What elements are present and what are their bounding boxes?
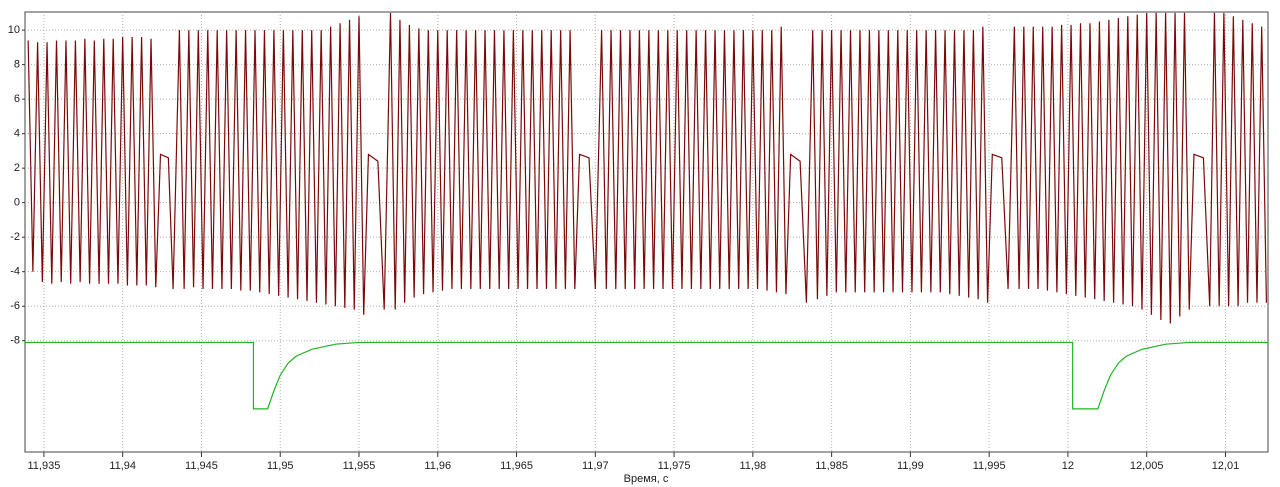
x-tick-label: 11,97 <box>582 460 609 472</box>
x-tick-label: 11,975 <box>658 460 691 472</box>
y-tick-label: 0 <box>14 197 20 209</box>
y-tick-label: 4 <box>14 128 20 140</box>
x-tick-label: 11,94 <box>109 460 136 472</box>
y-tick-label: -2 <box>10 231 20 243</box>
y-tick-label: -8 <box>10 335 20 347</box>
y-tick-label: 2 <box>14 162 20 174</box>
x-tick-label: 12,005 <box>1130 460 1164 472</box>
plot-lines <box>25 12 1268 410</box>
x-tick-label: 11,995 <box>973 460 1006 472</box>
x-tick-label: 11,945 <box>185 460 218 472</box>
x-tick-label: 11,96 <box>424 460 451 472</box>
x-tick-label: 11,98 <box>739 460 766 472</box>
x-tick-label: 12,01 <box>1212 460 1240 472</box>
x-tick-label: 11,985 <box>815 460 848 472</box>
x-tick-label: 11,935 <box>27 460 60 472</box>
series-line <box>25 341 1268 410</box>
x-tick-label: 12 <box>1062 460 1074 472</box>
x-tick-label: 11,955 <box>343 460 376 472</box>
y-tick-label: 8 <box>14 59 20 71</box>
x-tick-label: 11,99 <box>897 460 924 472</box>
y-tick-label: -4 <box>10 266 20 278</box>
x-axis-label: Время, с <box>624 473 669 485</box>
series-line <box>27 12 1268 324</box>
x-tick-label: 11,965 <box>500 460 533 472</box>
y-tick-label: 10 <box>8 24 20 36</box>
x-tick-label: 11,95 <box>267 460 294 472</box>
y-tick-label: -6 <box>10 300 20 312</box>
y-tick-label: 6 <box>14 93 20 105</box>
